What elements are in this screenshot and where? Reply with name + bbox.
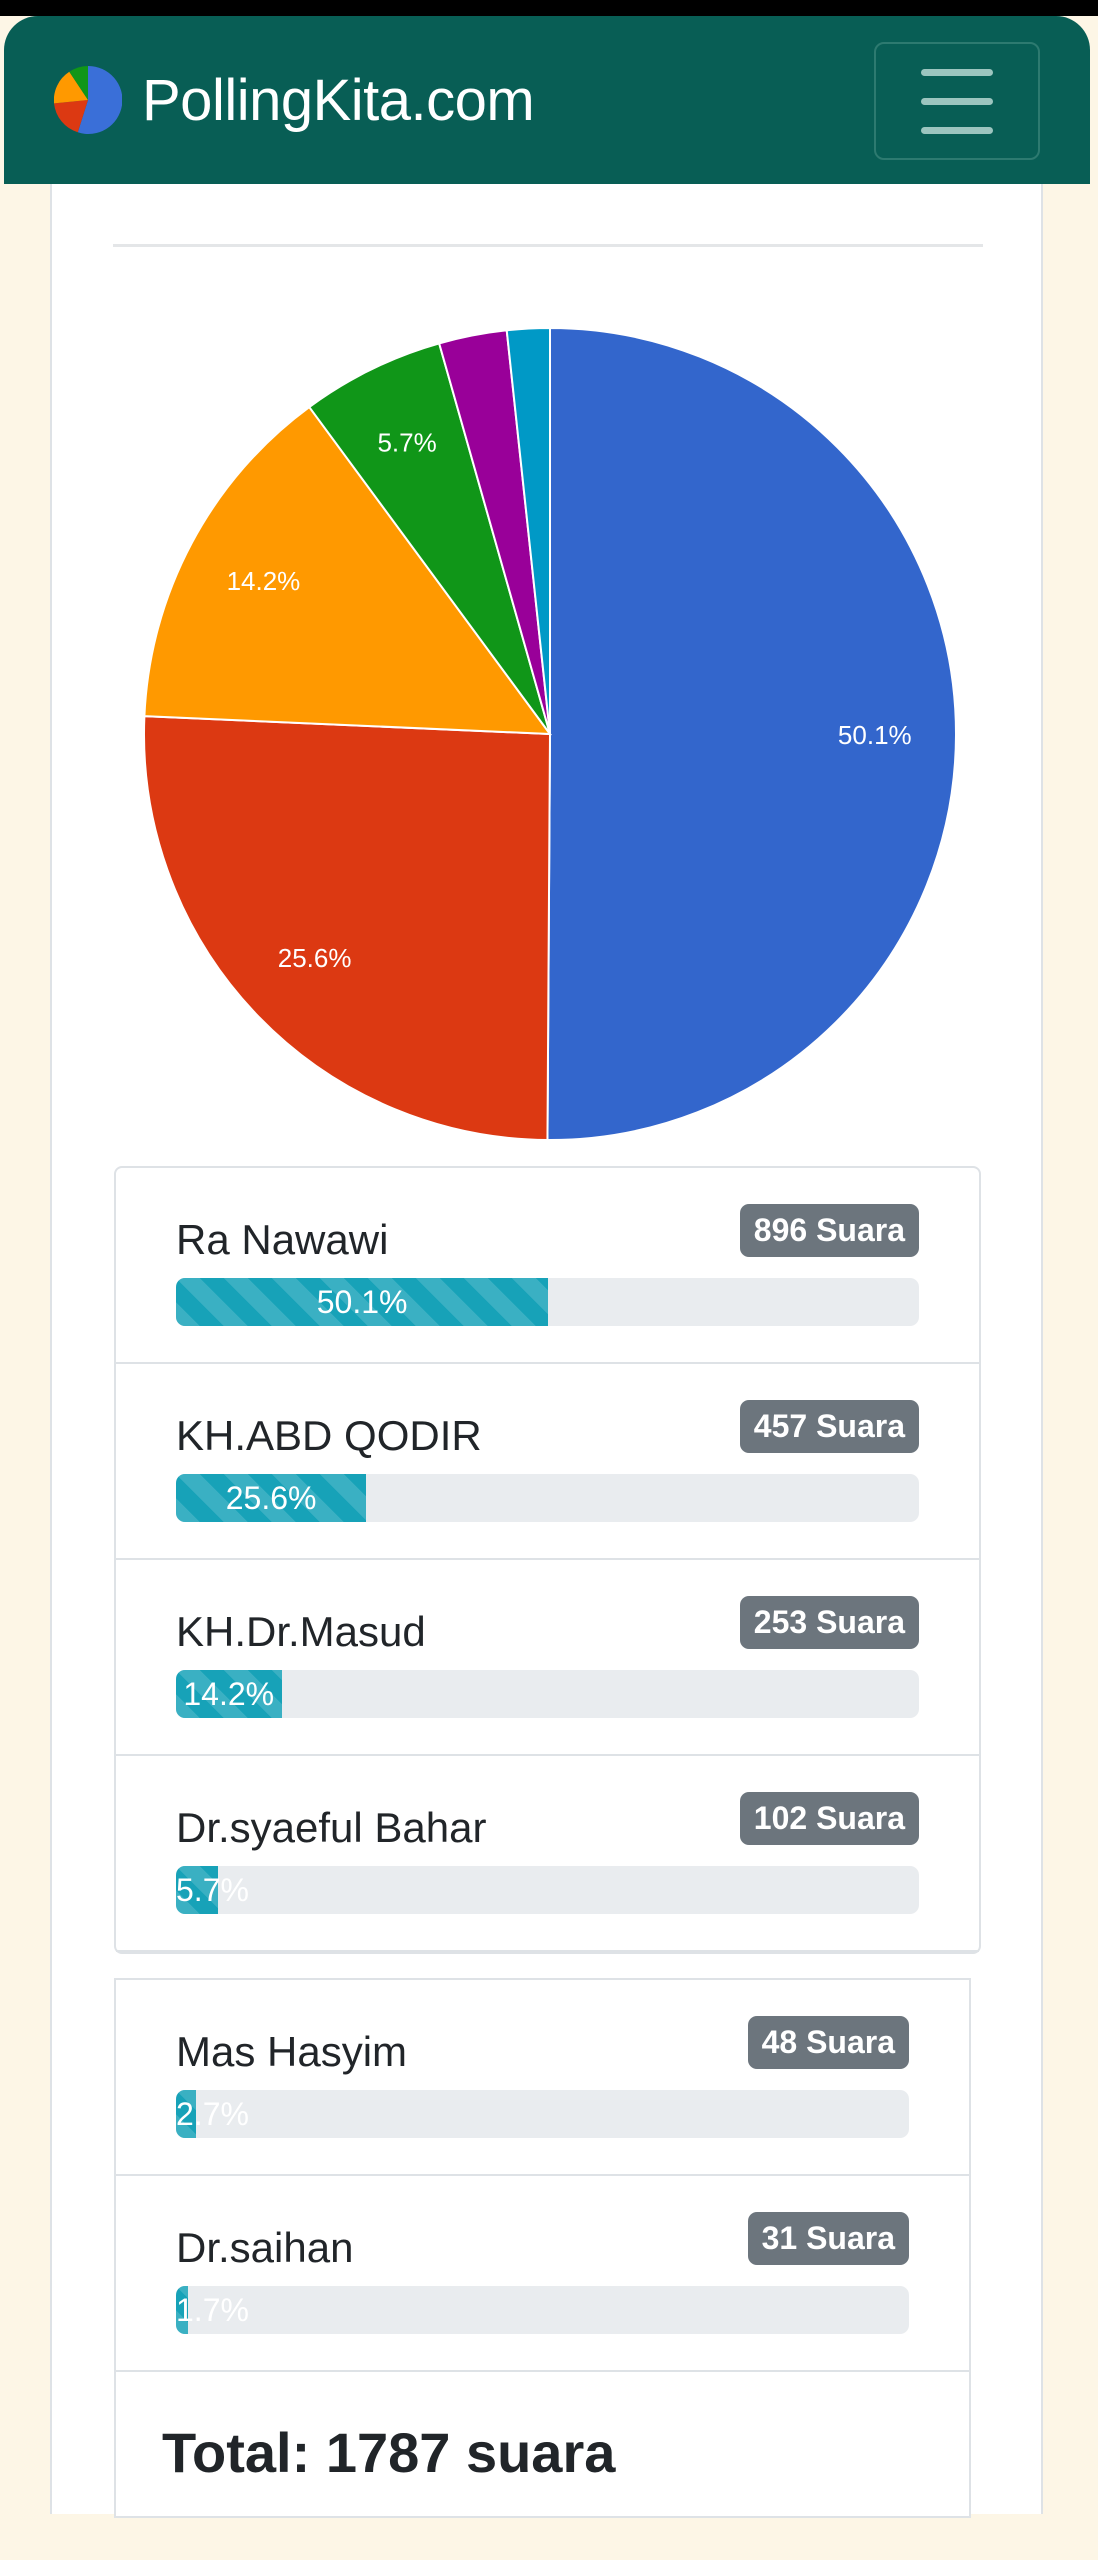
pie-slice[interactable] bbox=[143, 405, 553, 736]
result-row: KH.ABD QODIR 457 Suara 25.6% bbox=[116, 1364, 979, 1560]
progress-fill: 25.6% bbox=[176, 1474, 367, 1522]
menu-toggle-button[interactable] bbox=[874, 42, 1040, 160]
candidate-name: KH.ABD QODIR bbox=[176, 1412, 482, 1459]
progress-bar: 5.7% bbox=[176, 1866, 919, 1914]
divider bbox=[113, 244, 983, 247]
progress-fill: 5.7% bbox=[176, 1866, 249, 1914]
vote-count-badge: 896 Suara bbox=[739, 1204, 919, 1257]
candidate-name: KH.Dr.Masud bbox=[176, 1608, 426, 1655]
progress-fill: 2.7% bbox=[176, 2090, 249, 2138]
total-votes: Total: 1787 suara bbox=[162, 2421, 616, 2484]
candidate-name: Dr.saihan bbox=[176, 2224, 354, 2271]
pie-logo-icon[interactable] bbox=[54, 66, 122, 134]
pie-data-label: 50.1% bbox=[838, 720, 912, 750]
vote-count-badge: 457 Suara bbox=[739, 1400, 919, 1453]
pie-data-label: 14.2% bbox=[227, 566, 301, 596]
vote-count-badge: 31 Suara bbox=[747, 2212, 909, 2265]
vote-count-badge: 102 Suara bbox=[739, 1792, 919, 1845]
progress-fill: 50.1% bbox=[176, 1278, 549, 1326]
pie-slice[interactable] bbox=[546, 326, 957, 1141]
progress-bar: 2.7% bbox=[176, 2090, 909, 2138]
vote-count-badge: 253 Suara bbox=[739, 1596, 919, 1649]
progress-bar: 25.6% bbox=[176, 1474, 919, 1522]
progress-fill: 14.2% bbox=[176, 1670, 282, 1718]
candidate-name: Ra Nawawi bbox=[176, 1216, 389, 1263]
progress-bar: 50.1% bbox=[176, 1278, 919, 1326]
progress-fill: 1.7% bbox=[176, 2286, 249, 2334]
vote-count-badge: 48 Suara bbox=[747, 2016, 909, 2069]
brand-name[interactable]: PollingKita.com bbox=[142, 67, 535, 133]
results-list-top: Ra Nawawi 896 Suara 50.1% KH.ABD QODIR 45… bbox=[114, 1166, 981, 1954]
result-row: Mas Hasyim 48 Suara 2.7% bbox=[116, 1980, 969, 2176]
result-row: Dr.syaeful Bahar 102 Suara 5.7% bbox=[116, 1756, 979, 1952]
pie-slice[interactable] bbox=[307, 342, 551, 735]
result-row: KH.Dr.Masud 253 Suara 14.2% bbox=[116, 1560, 979, 1756]
result-row: Dr.saihan 31 Suara 1.7% bbox=[116, 2176, 969, 2372]
result-row: Ra Nawawi 896 Suara 50.1% bbox=[116, 1168, 979, 1364]
hamburger-icon bbox=[921, 68, 993, 76]
poll-card: 50.1% 25.6% 14.2% 5.7% Ra Nawawi 896 Suara … bbox=[50, 184, 1043, 2518]
progress-bar: 14.2% bbox=[176, 1670, 919, 1718]
navbar: PollingKita.com bbox=[4, 16, 1090, 184]
results-list-bottom: Mas Hasyim 48 Suara 2.7% Dr.saihan 31 Sua… bbox=[114, 1978, 971, 2518]
pie-chart: 50.1% 25.6% 14.2% 5.7% bbox=[143, 326, 957, 1141]
candidate-name: Dr.syaeful Bahar bbox=[176, 1804, 487, 1851]
progress-bar: 1.7% bbox=[176, 2286, 909, 2334]
pie-slice[interactable] bbox=[505, 326, 551, 735]
candidate-name: Mas Hasyim bbox=[176, 2028, 408, 2075]
pie-data-label: 25.6% bbox=[278, 943, 352, 973]
pie-data-label: 5.7% bbox=[377, 427, 436, 457]
pie-slice[interactable] bbox=[143, 715, 552, 1141]
status-bar bbox=[0, 0, 1098, 16]
